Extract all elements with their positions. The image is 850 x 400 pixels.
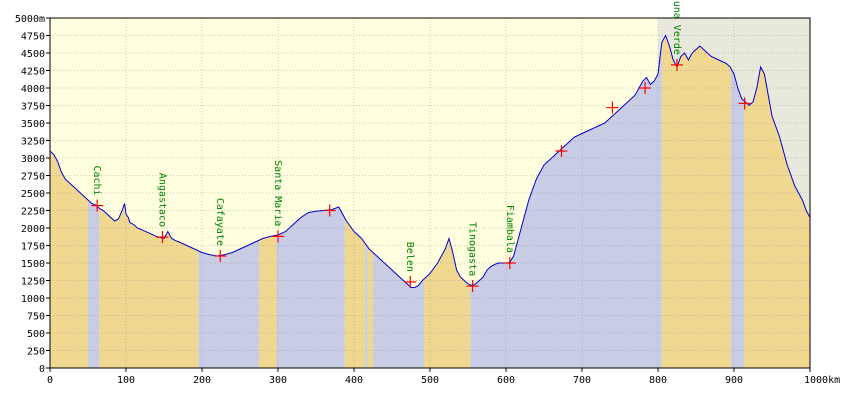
x-tick-label: 1000km xyxy=(804,375,840,386)
place-marker xyxy=(606,101,619,114)
place-marker xyxy=(555,145,568,157)
y-tick-label: 1000 xyxy=(21,294,45,305)
y-tick-label: 1500 xyxy=(21,259,45,270)
y-tick-label: 0 xyxy=(39,364,45,375)
place-label: Laguna Verde xyxy=(671,0,682,55)
y-tick-label: 3000 xyxy=(21,154,45,165)
place-label: Fiambala xyxy=(504,205,515,253)
y-tick-label: 2500 xyxy=(21,189,45,200)
place-label: Cafayate xyxy=(214,198,225,246)
y-tick-label: 5000m xyxy=(15,14,45,25)
y-tick-label: 1250 xyxy=(21,277,45,288)
x-tick-label: 600 xyxy=(497,375,515,386)
x-tick-label: 400 xyxy=(345,375,363,386)
x-tick-label: 0 xyxy=(47,375,53,386)
x-tick-label: 800 xyxy=(649,375,667,386)
y-tick-label: 3500 xyxy=(21,119,45,130)
place-label: Angastaco xyxy=(156,173,167,227)
y-tick-label: 3750 xyxy=(21,102,45,113)
place-marker xyxy=(272,230,284,243)
y-tick-label: 250 xyxy=(27,347,45,358)
place-label: Tinogasta xyxy=(467,222,478,276)
place-marker xyxy=(671,58,683,71)
x-tick-label: 200 xyxy=(193,375,211,386)
elevation-line xyxy=(49,34,811,288)
y-tick-label: 4750 xyxy=(21,32,45,43)
y-tick-label: 4000 xyxy=(21,84,45,95)
x-tick-label: 900 xyxy=(725,375,743,386)
y-tick-label: 2000 xyxy=(21,224,45,235)
y-tick-label: 2750 xyxy=(21,172,45,183)
place-label: Cachi xyxy=(91,165,102,195)
y-tick-label: 4250 xyxy=(21,67,45,78)
x-tick-label: 100 xyxy=(117,375,135,386)
x-tick-label: 700 xyxy=(573,375,591,386)
ground-band xyxy=(661,35,731,368)
x-tick-label: 300 xyxy=(269,375,287,386)
y-tick-label: 750 xyxy=(27,312,45,323)
y-tick-label: 2250 xyxy=(21,207,45,218)
y-tick-label: 3250 xyxy=(21,137,45,148)
x-tick-label: 500 xyxy=(421,375,439,386)
place-marker xyxy=(738,97,751,110)
y-tick-label: 1750 xyxy=(21,242,45,253)
place-label: Belen xyxy=(404,242,415,272)
place-label: Santa Maria xyxy=(272,160,283,226)
place-marker xyxy=(466,280,479,293)
ground-band xyxy=(730,35,744,368)
place-marker xyxy=(639,82,652,94)
place-marker xyxy=(91,199,104,212)
place-marker xyxy=(156,231,169,244)
y-tick-label: 4500 xyxy=(21,49,45,60)
place-marker xyxy=(214,250,227,262)
place-marker xyxy=(503,257,516,269)
y-tick-label: 500 xyxy=(27,329,45,340)
place-marker xyxy=(404,275,417,288)
place-marker xyxy=(323,204,336,217)
